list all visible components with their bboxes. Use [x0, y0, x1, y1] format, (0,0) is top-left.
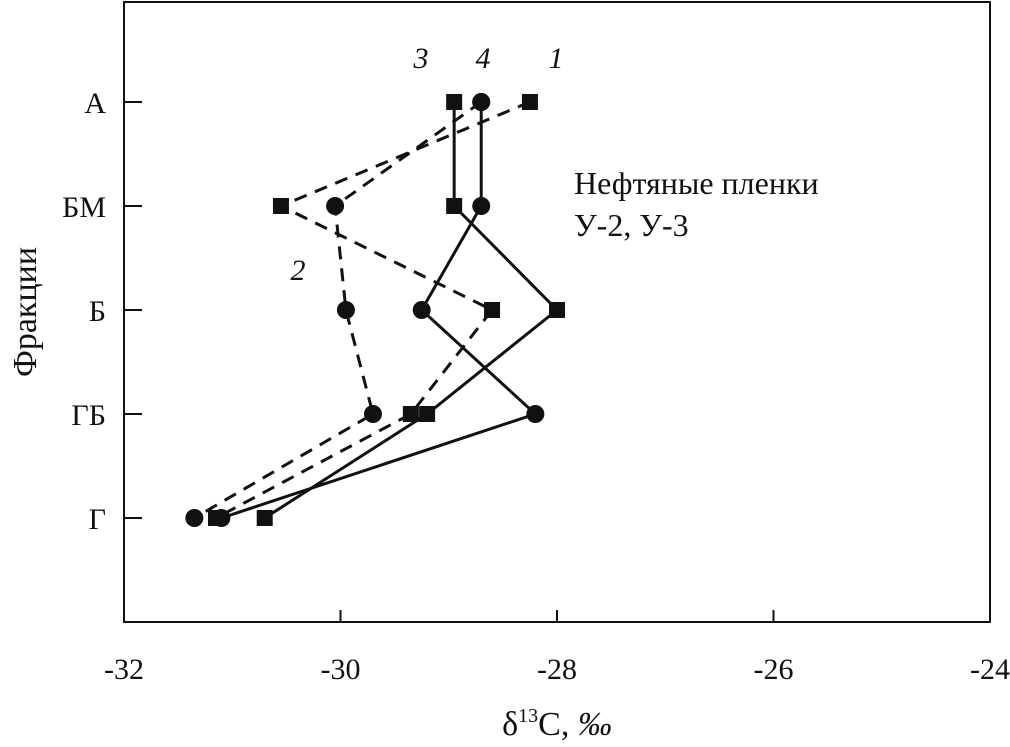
data-point: [472, 197, 491, 215]
series-label-3: 3: [413, 42, 429, 75]
data-point: [326, 197, 345, 215]
data-point: [272, 198, 289, 214]
data-point: [549, 302, 565, 318]
series-labels: 1 2 3 4: [291, 42, 564, 287]
data-point: [412, 301, 431, 319]
series-label-2: 2: [291, 254, 306, 287]
data-point: [419, 406, 436, 422]
series-layer: [185, 93, 565, 527]
data-point: [185, 509, 204, 527]
x-axis-label-main: δ: [502, 706, 518, 743]
series-1: [208, 94, 538, 526]
x-tick-label: -30: [321, 653, 361, 686]
x-tick-label: -32: [104, 653, 144, 686]
y-axis: А БМ Б ГБ Г: [62, 87, 142, 536]
data-point: [363, 405, 382, 423]
x-tick-label: -28: [537, 653, 577, 686]
data-point: [484, 302, 501, 318]
annotation-line-2: У-2, У-3: [574, 207, 689, 243]
y-tick-label: БМ: [62, 191, 106, 224]
data-point: [212, 509, 231, 527]
x-axis: -32 -30 -28 -26 -24: [104, 610, 1010, 686]
annotation-line-1: Нефтяные пленки: [574, 165, 819, 201]
x-axis-label: δ13C, ‰: [502, 705, 612, 743]
data-point: [336, 301, 355, 319]
x-axis-label-unit: ‰: [578, 706, 612, 743]
data-point: [446, 198, 463, 214]
series-label-1: 1: [549, 42, 564, 75]
series-3: [256, 94, 565, 526]
data-point: [446, 94, 463, 110]
y-tick-label: Б: [89, 295, 106, 328]
y-tick-label: Г: [89, 503, 106, 536]
data-point: [472, 93, 491, 111]
series-4: [212, 93, 545, 527]
x-tick-label: -24: [970, 653, 1010, 686]
y-tick-label: ГБ: [71, 399, 106, 432]
series-line: [193, 100, 483, 520]
data-point: [521, 94, 538, 110]
series-line: [215, 100, 531, 520]
data-point: [402, 406, 419, 422]
x-axis-label-sup: 13: [518, 705, 538, 727]
data-point: [256, 510, 273, 526]
data-point: [526, 405, 545, 423]
x-axis-label-rest: C,: [538, 706, 578, 743]
series-label-4: 4: [476, 42, 491, 75]
y-tick-label: А: [84, 87, 106, 120]
x-tick-label: -26: [754, 653, 794, 686]
series-2: [185, 93, 491, 527]
y-axis-label: Фракции: [7, 247, 44, 377]
